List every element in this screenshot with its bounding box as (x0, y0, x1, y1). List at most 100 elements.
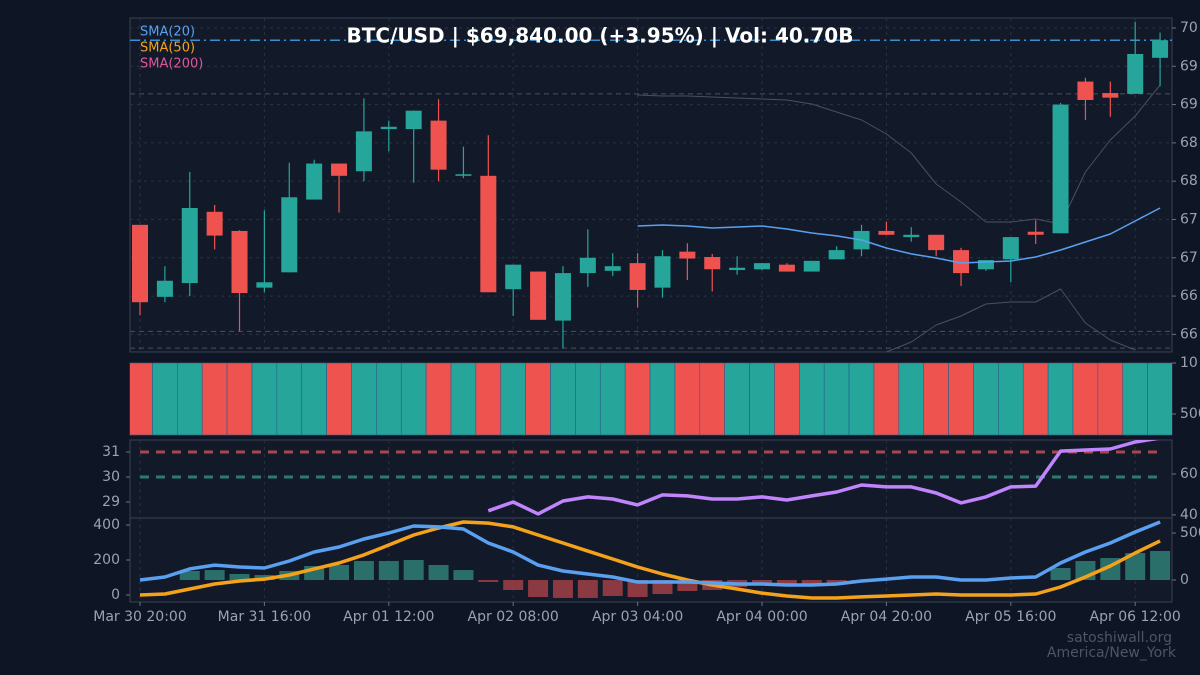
candle-body (1002, 237, 1019, 260)
macd-hist (229, 574, 250, 581)
candle-body (953, 250, 970, 274)
candle-body (480, 175, 497, 293)
macd-hist (428, 564, 449, 581)
macd-panel (129, 517, 1173, 603)
volume-bar (699, 363, 725, 435)
x-tick-label: Apr 03 04:00 (592, 609, 683, 625)
candle-body (206, 211, 223, 236)
y-tick-label: 66 (1180, 326, 1198, 342)
band-lower (886, 288, 1136, 352)
candle-body (1077, 81, 1094, 100)
macd-hist (478, 580, 499, 582)
volume-bar (500, 363, 526, 435)
volume-bar (674, 363, 701, 435)
y-tick-label: 67 (1180, 250, 1198, 266)
volume-bar (326, 363, 352, 435)
volume-bar (1022, 363, 1049, 435)
legend-label: SMA(20) (140, 25, 195, 40)
candle-body (679, 251, 696, 259)
volume-bar (400, 363, 427, 435)
candle-body (355, 131, 372, 172)
candle-body (331, 163, 348, 176)
volume-bar (923, 363, 949, 435)
volume-bar (177, 363, 203, 435)
volume-bar (1147, 363, 1172, 435)
candle-body (455, 174, 472, 176)
band-upper (637, 84, 1161, 225)
candle-body (1152, 40, 1169, 58)
y-tick-label: 500 (1180, 406, 1200, 422)
y-tick-label: 0 (111, 587, 120, 603)
candle-body (281, 197, 298, 273)
candle-body (306, 163, 323, 200)
y-tick-label: 200 (93, 552, 120, 568)
volume-bar (624, 363, 651, 435)
candle-body (729, 267, 746, 271)
chart-title: BTC/USD | $69,840.00 (+3.95%) | Vol: 40.… (347, 24, 854, 48)
volume-bar (823, 363, 850, 435)
volume-bar (724, 363, 750, 435)
volume-bar (1072, 363, 1099, 435)
macd-hist (1150, 550, 1171, 581)
macd-hist (1050, 567, 1071, 581)
x-tick-label: Mar 30 20:00 (93, 609, 186, 625)
volume-bar (848, 363, 875, 435)
candle-body (903, 234, 920, 238)
y-tick-label: 68 (1180, 173, 1198, 189)
volume-bar (973, 363, 999, 435)
volume-bar (376, 363, 402, 435)
volume-bar (749, 363, 775, 435)
candle-body (778, 264, 795, 272)
x-tick-label: Apr 01 12:00 (343, 609, 434, 625)
x-tick-label: Apr 02 08:00 (468, 609, 559, 625)
macd-hist (403, 560, 424, 581)
y2-tick-label: 0 (1180, 572, 1189, 588)
volume-bar (1097, 363, 1124, 435)
candle-body (579, 257, 596, 274)
volume-bar (251, 363, 278, 435)
macd-hist (577, 580, 598, 598)
y-tick-label: 29 (102, 494, 120, 510)
y-tick-label: 10 (1180, 355, 1198, 371)
candle-body (380, 126, 397, 130)
volume-bar (276, 363, 303, 435)
macd-hist (627, 580, 648, 598)
volume-bar (226, 363, 253, 435)
candle-body (754, 263, 770, 270)
volume-bar (799, 363, 825, 435)
volume-bar (550, 363, 576, 435)
y-tick-label: 400 (93, 517, 120, 533)
watermark: satoshiwall.org (1067, 630, 1172, 646)
volume-bar (525, 363, 551, 435)
x-tick-label: Apr 05 16:00 (965, 609, 1056, 625)
macd-hist (528, 580, 549, 598)
y2-tick-label: 60 (1180, 466, 1198, 482)
candle-body (704, 257, 721, 270)
candle-body (803, 260, 820, 272)
volume-bar (1047, 363, 1074, 435)
macd-hist (801, 580, 822, 585)
legend-label: SMA(50) (140, 41, 195, 56)
macd-hist (378, 561, 399, 581)
y-tick-label: 68 (1180, 135, 1198, 151)
candle-body (156, 280, 173, 297)
watermark: America/New_York (1047, 645, 1177, 661)
candle-body (977, 260, 994, 270)
volume-bar (301, 363, 327, 435)
candle-body (554, 273, 571, 321)
volume-bar (649, 363, 676, 435)
macd-hist (453, 570, 474, 581)
candle-body (256, 282, 273, 288)
candle-body (928, 234, 945, 251)
macd-hist (204, 570, 225, 581)
candle-body (1027, 231, 1044, 235)
volume-bar (475, 363, 502, 435)
volume-bar (351, 363, 377, 435)
volume-bar (948, 363, 974, 435)
candle-body (1102, 93, 1119, 98)
signal-line (139, 520, 1161, 600)
volume-bar (1122, 363, 1148, 435)
y2-tick-label: 40 (1180, 507, 1198, 523)
volume-bar (599, 363, 626, 435)
y-tick-label: 67 (1180, 211, 1198, 227)
